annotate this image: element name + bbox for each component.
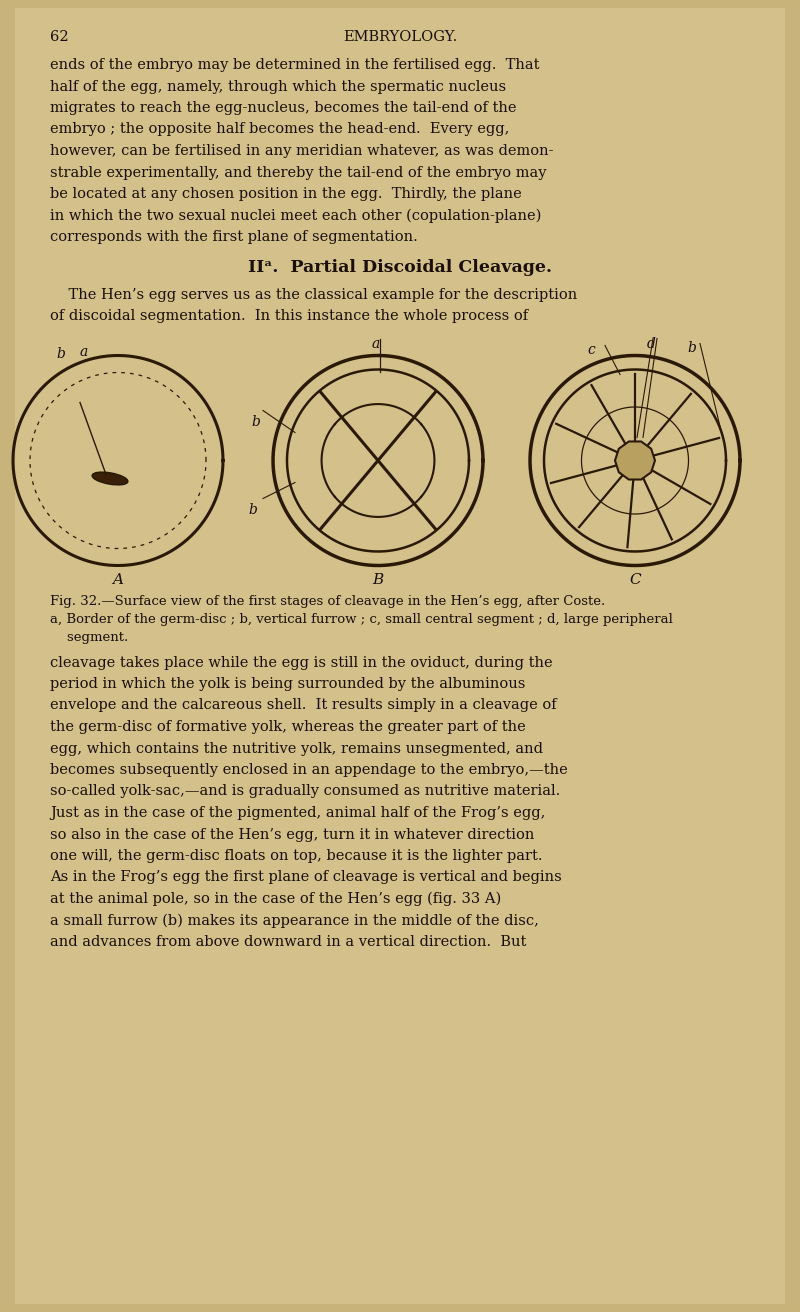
Text: a small furrow (b) makes its appearance in the middle of the disc,: a small furrow (b) makes its appearance … xyxy=(50,913,539,928)
Text: The Hen’s egg serves us as the classical example for the description: The Hen’s egg serves us as the classical… xyxy=(50,287,578,302)
Text: however, can be fertilised in any meridian whatever, as was demon-: however, can be fertilised in any meridi… xyxy=(50,144,554,157)
Text: so also in the case of the Hen’s egg, turn it in whatever direction: so also in the case of the Hen’s egg, tu… xyxy=(50,828,534,841)
Text: envelope and the calcareous shell.  It results simply in a cleavage of: envelope and the calcareous shell. It re… xyxy=(50,698,557,712)
Text: 62: 62 xyxy=(50,30,69,45)
Text: period in which the yolk is being surrounded by the albuminous: period in which the yolk is being surrou… xyxy=(50,677,526,691)
Polygon shape xyxy=(615,441,655,479)
Text: Fig. 32.—Surface view of the first stages of cleavage in the Hen’s egg, after Co: Fig. 32.—Surface view of the first stage… xyxy=(50,596,606,609)
Text: b: b xyxy=(56,348,65,362)
Text: IIᵃ.  Partial Discoidal Cleavage.: IIᵃ. Partial Discoidal Cleavage. xyxy=(248,260,552,277)
Text: at the animal pole, so in the case of the Hen’s egg (fig. 33 A): at the animal pole, so in the case of th… xyxy=(50,892,502,907)
Text: b: b xyxy=(248,502,257,517)
Text: ends of the embryo may be determined in the fertilised egg.  That: ends of the embryo may be determined in … xyxy=(50,58,539,72)
Text: Just as in the case of the pigmented, animal half of the Frog’s egg,: Just as in the case of the pigmented, an… xyxy=(50,806,546,820)
Text: cleavage takes place while the egg is still in the oviduct, during the: cleavage takes place while the egg is st… xyxy=(50,656,553,669)
Text: B: B xyxy=(372,573,384,588)
Text: c: c xyxy=(587,344,594,357)
Text: one will, the germ-disc floats on top, because it is the lighter part.: one will, the germ-disc floats on top, b… xyxy=(50,849,542,863)
Ellipse shape xyxy=(92,472,128,484)
Text: C: C xyxy=(629,573,641,588)
Text: embryo ; the opposite half becomes the head-end.  Every egg,: embryo ; the opposite half becomes the h… xyxy=(50,122,510,136)
Text: d: d xyxy=(647,337,656,352)
Text: b: b xyxy=(687,341,696,356)
Text: of discoidal segmentation.  In this instance the whole process of: of discoidal segmentation. In this insta… xyxy=(50,310,528,323)
Text: As in the Frog’s egg the first plane of cleavage is vertical and begins: As in the Frog’s egg the first plane of … xyxy=(50,870,562,884)
Text: segment.: segment. xyxy=(50,631,128,644)
Text: corresponds with the first plane of segmentation.: corresponds with the first plane of segm… xyxy=(50,230,418,244)
Text: EMBRYOLOGY.: EMBRYOLOGY. xyxy=(343,30,457,45)
Text: egg, which contains the nutritive yolk, remains unsegmented, and: egg, which contains the nutritive yolk, … xyxy=(50,741,543,756)
Text: strable experimentally, and thereby the tail-end of the embryo may: strable experimentally, and thereby the … xyxy=(50,165,546,180)
Text: a: a xyxy=(372,337,380,352)
Text: the germ-disc of formative yolk, whereas the greater part of the: the germ-disc of formative yolk, whereas… xyxy=(50,720,526,733)
Text: in which the two sexual nuclei meet each other (copulation-plane): in which the two sexual nuclei meet each… xyxy=(50,209,542,223)
Text: b: b xyxy=(251,416,260,429)
Text: and advances from above downward in a vertical direction.  But: and advances from above downward in a ve… xyxy=(50,935,526,949)
Text: so-called yolk-sac,—and is gradually consumed as nutritive material.: so-called yolk-sac,—and is gradually con… xyxy=(50,785,560,799)
Text: a: a xyxy=(80,345,88,359)
Text: becomes subsequently enclosed in an appendage to the embryo,—the: becomes subsequently enclosed in an appe… xyxy=(50,764,568,777)
Text: a, Border of the germ-disc ; b, vertical furrow ; c, small central segment ; d, : a, Border of the germ-disc ; b, vertical… xyxy=(50,614,673,627)
Text: migrates to reach the egg-nucleus, becomes the tail-end of the: migrates to reach the egg-nucleus, becom… xyxy=(50,101,517,115)
Text: A: A xyxy=(113,573,123,588)
Text: be located at any chosen position in the egg.  Thirdly, the plane: be located at any chosen position in the… xyxy=(50,188,522,201)
Text: half of the egg, namely, through which the spermatic nucleus: half of the egg, namely, through which t… xyxy=(50,80,506,93)
